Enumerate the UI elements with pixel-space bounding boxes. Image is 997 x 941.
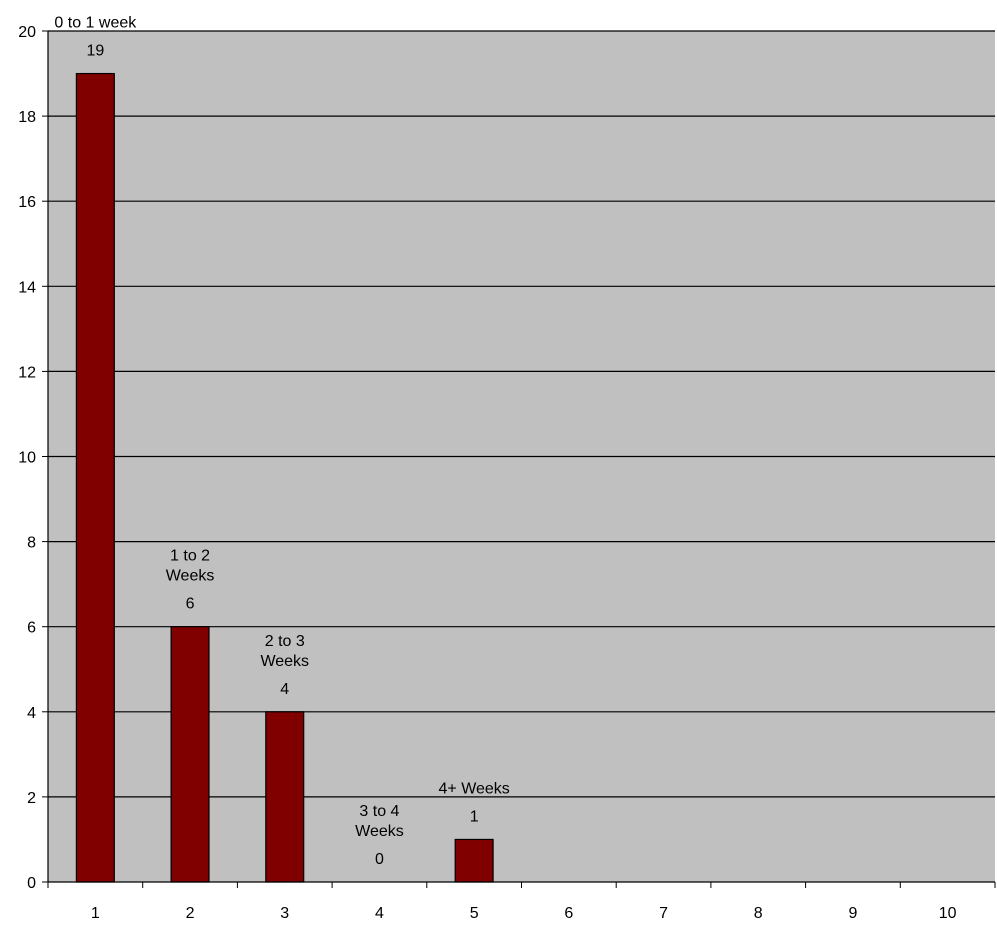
x-tick-label: 2 xyxy=(186,905,195,922)
x-tick-label: 10 xyxy=(939,905,957,922)
bar-annotation-line: 4+ Weeks xyxy=(439,780,510,797)
x-tick-label: 4 xyxy=(375,905,384,922)
bar-annotation-line: 1 to 2 xyxy=(170,548,210,565)
y-tick-label: 2 xyxy=(27,790,36,807)
bar-annotation-line: Weeks xyxy=(355,823,404,840)
value-label: 4 xyxy=(280,681,289,698)
x-tick-label: 7 xyxy=(659,905,668,922)
y-tick-label: 12 xyxy=(18,364,36,381)
y-tick-label: 14 xyxy=(18,279,36,296)
bar-annotation-line: 0 to 1 week xyxy=(54,15,137,32)
bar-2 xyxy=(170,626,210,883)
bar-annotation-line: 3 to 4 xyxy=(359,803,399,820)
bar-5 xyxy=(454,838,494,883)
y-tick-label: 8 xyxy=(27,535,36,552)
value-label: 6 xyxy=(186,596,195,613)
y-tick-label: 0 xyxy=(27,875,36,892)
y-tick-label: 16 xyxy=(18,194,36,211)
value-labels: 19 6 4 0 1 xyxy=(86,43,478,868)
bar-annotation-line: Weeks xyxy=(260,653,309,670)
y-tick-label: 10 xyxy=(18,450,36,467)
bar-annotation-line: 2 to 3 xyxy=(265,633,305,650)
axes xyxy=(42,30,996,888)
x-tick-label: 5 xyxy=(470,905,479,922)
value-label: 19 xyxy=(86,43,104,60)
x-tick-label: 9 xyxy=(848,905,857,922)
y-axis-tick-labels: 0 2 4 6 8 10 12 14 16 18 20 xyxy=(18,24,36,892)
bar-annotation-line: Weeks xyxy=(166,568,215,585)
x-axis-tick-labels: 1 2 3 4 5 6 7 8 9 10 xyxy=(91,905,957,922)
y-tick-label: 18 xyxy=(18,109,36,126)
bar-3 xyxy=(265,711,305,883)
x-tick-label: 8 xyxy=(754,905,763,922)
bars xyxy=(75,72,494,883)
x-tick-label: 6 xyxy=(564,905,573,922)
x-tick-label: 3 xyxy=(280,905,289,922)
x-tick-label: 1 xyxy=(91,905,100,922)
y-tick-label: 6 xyxy=(27,620,36,637)
bar-annotations: 0 to 1 week 1 to 2 Weeks 2 to 3 Weeks 3 to 4 W… xyxy=(54,15,509,840)
value-label: 0 xyxy=(375,851,384,868)
y-tick-label: 4 xyxy=(27,705,36,722)
value-label: 1 xyxy=(470,808,479,825)
bar-1 xyxy=(75,72,115,883)
y-tick-label: 20 xyxy=(18,24,36,41)
